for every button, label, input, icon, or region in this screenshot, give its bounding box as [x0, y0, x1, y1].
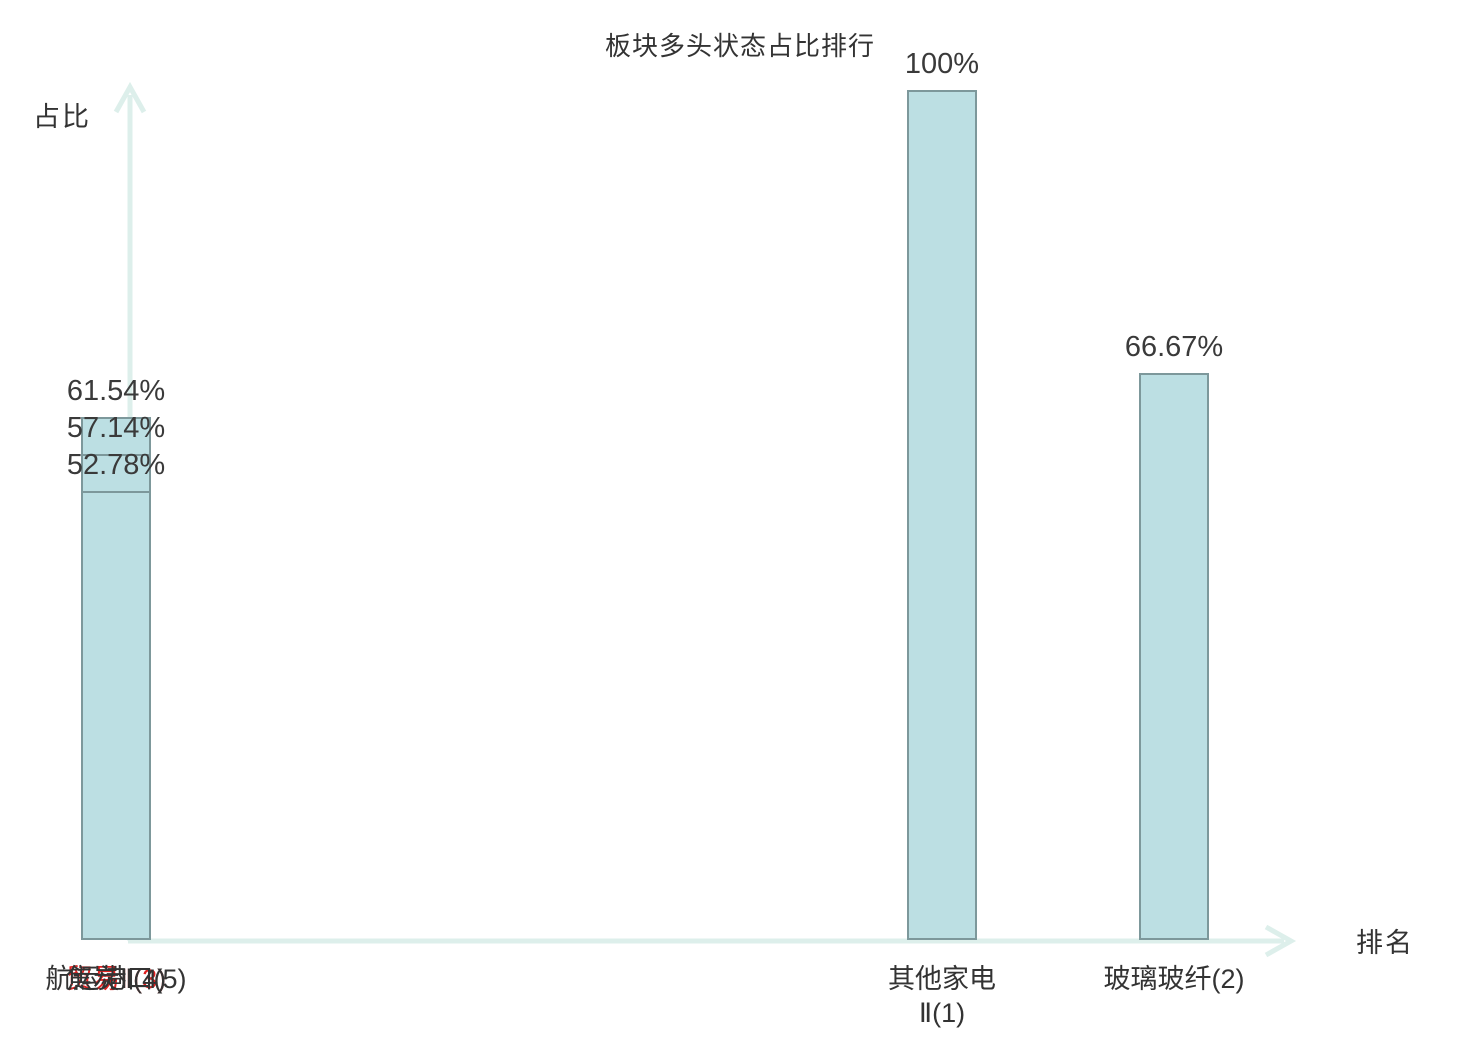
y-axis-label: 占比 — [33, 102, 91, 132]
bar[interactable] — [1139, 373, 1209, 940]
bar[interactable] — [81, 491, 151, 940]
category-label: 其他家电 Ⅱ(1) — [888, 964, 996, 1028]
bar-group-5: 52.78% 航运港口(5) — [0, 449, 232, 994]
y-axis-arrow-icon — [113, 81, 147, 114]
category-label: 焦炭Ⅱ(4) — [65, 964, 167, 994]
category-label: 贸易Ⅱ(3) — [65, 964, 167, 994]
category-label: 玻璃玻纤(2) — [1103, 964, 1245, 994]
x-axis-label: 排名 — [1356, 928, 1414, 958]
chart-title: 板块多头状态占比排行 — [604, 31, 875, 61]
category-label: 航运港口(5) — [45, 964, 187, 994]
bar-group-1: 100% 其他家电 Ⅱ(1) — [826, 48, 1058, 1028]
bar-value-label: 61.54% — [66, 374, 166, 407]
bar-value-label: 66.67% — [1124, 331, 1224, 364]
bar-value-label: 57.14% — [66, 412, 166, 445]
bar-value-label: 52.78% — [66, 449, 166, 482]
bar-value-label: 100% — [904, 48, 980, 80]
bar[interactable] — [907, 90, 977, 940]
bar-group-2: 66.67% 玻璃玻纤(2) — [1058, 331, 1290, 994]
